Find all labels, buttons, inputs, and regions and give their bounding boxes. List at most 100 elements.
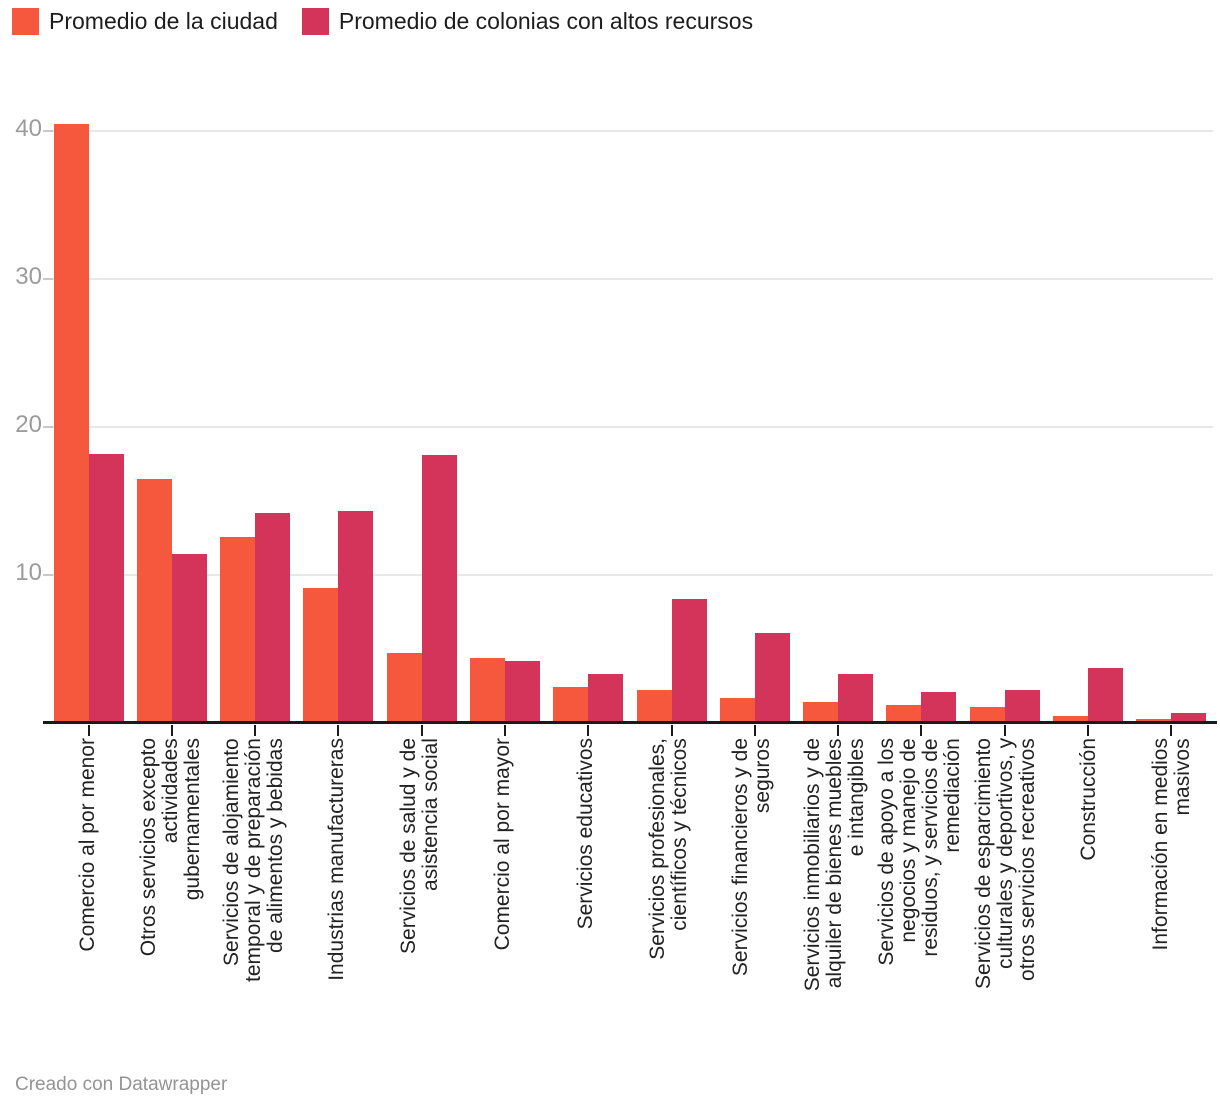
bar-group (880, 100, 963, 736)
y-axis-label: 40 (15, 115, 42, 142)
bar-city-average (220, 536, 256, 723)
bar-group (214, 100, 297, 736)
y-axis-label: 20 (15, 411, 42, 438)
x-axis-category-label: Servicios de apoyo a los negocios y mane… (875, 738, 965, 966)
x-label-cell: Servicios inmobiliarios y de alquiler de… (793, 738, 876, 1058)
bar-group (47, 100, 130, 736)
legend-item: Promedio de la ciudad (12, 8, 278, 35)
bar-high-resource-colonias (1171, 712, 1207, 723)
x-axis-category-label: Construcción (1076, 738, 1100, 861)
x-label-cell: Servicios financieros y de seguros (710, 738, 793, 1058)
bar-city-average (136, 478, 172, 723)
x-axis-category-label: Comercio al por menor (76, 738, 100, 952)
x-tick (1003, 725, 1006, 736)
bar-group (130, 100, 213, 736)
bar-group (1130, 100, 1213, 736)
bar-high-resource-colonias (338, 511, 374, 723)
bar-high-resource-colonias (588, 674, 624, 723)
x-axis-category-label: Servicios financieros y de seguros (728, 738, 774, 977)
x-axis-category-label: Industrias manufactureras (325, 738, 349, 981)
bar-city-average (386, 653, 422, 723)
x-label-cell: Información en medios masivos (1130, 738, 1213, 1058)
bar-group (297, 100, 380, 736)
bar-group (380, 100, 463, 736)
x-label-cell: Construcción (1047, 738, 1130, 1058)
x-tick (670, 725, 673, 736)
bar-city-average (1053, 715, 1089, 723)
bar-high-resource-colonias (671, 598, 707, 723)
datawrapper-credit-link[interactable]: Creado con Datawrapper (15, 1074, 228, 1095)
legend-item: Promedio de colonias con altos recursos (301, 8, 754, 35)
y-tick (43, 278, 53, 280)
x-label-cell: Servicios de salud y de asistencia socia… (379, 738, 462, 1058)
x-tick (337, 725, 340, 736)
bar-high-resource-colonias (255, 512, 291, 723)
bar-group (547, 100, 630, 736)
bar-groups (47, 100, 1213, 736)
x-tick (753, 725, 756, 736)
x-tick (587, 725, 590, 736)
x-axis-category-label: Servicios de alojamiento temporal y de p… (220, 738, 288, 982)
legend-swatch-icon (12, 8, 39, 35)
x-axis-labels: Comercio al por menor Otros servicios exc… (47, 738, 1213, 1058)
x-axis-category-label: Servicios de esparcimiento culturales y … (971, 738, 1039, 989)
bar-high-resource-colonias (754, 632, 790, 723)
bar-city-average (719, 697, 755, 723)
x-label-cell: Servicios profesionales, científicos y t… (627, 738, 710, 1058)
legend-swatch-icon (301, 8, 329, 35)
bar-group (797, 100, 880, 736)
gridline-30 (47, 278, 1213, 280)
x-label-cell: Otros servicios excepto actividades gube… (130, 738, 213, 1058)
x-tick (1087, 725, 1090, 736)
bar-group (713, 100, 796, 736)
bar-high-resource-colonias (171, 554, 207, 723)
x-axis-category-label: Comercio al por mayor (491, 738, 515, 951)
x-axis-category-label: Información en medios masivos (1148, 738, 1194, 951)
x-label-cell: Servicios de alojamiento temporal y de p… (213, 738, 296, 1058)
bar-high-resource-colonias (88, 453, 124, 723)
x-tick (420, 725, 423, 736)
x-label-cell: Comercio al por mayor (462, 738, 545, 1058)
x-axis-category-label: Otros servicios excepto actividades gube… (137, 738, 205, 957)
bar-city-average (53, 123, 89, 723)
bar-group (463, 100, 546, 736)
x-tick (87, 725, 90, 736)
x-axis-category-label: Servicios profesionales, científicos y t… (645, 738, 691, 960)
x-axis-line (43, 721, 1217, 724)
bar-high-resource-colonias (421, 455, 457, 723)
x-label-cell: Servicios educativos (545, 738, 628, 1058)
bar-city-average (803, 702, 839, 723)
bar-city-average (969, 706, 1005, 723)
bar-high-resource-colonias (1088, 668, 1124, 723)
y-tick (43, 426, 53, 428)
gridline-40 (47, 130, 1213, 132)
bar-city-average (553, 687, 589, 723)
x-tick (837, 725, 840, 736)
plot-area (43, 100, 1217, 736)
y-axis-label: 10 (15, 559, 42, 586)
bar-high-resource-colonias (838, 674, 874, 723)
bar-high-resource-colonias (505, 660, 541, 723)
legend-label: Promedio de colonias con altos recursos (338, 8, 754, 34)
gridline-10 (47, 574, 1213, 576)
bar-city-average (1136, 718, 1172, 723)
bar-high-resource-colonias (921, 691, 957, 723)
x-label-cell: Servicios de apoyo a los negocios y mane… (875, 738, 965, 1058)
legend: Promedio de la ciudad Promedio de colonia… (12, 8, 753, 35)
bar-group (630, 100, 713, 736)
x-tick (504, 725, 507, 736)
bar-city-average (470, 657, 506, 723)
x-tick (254, 725, 257, 736)
x-axis-category-label: Servicios inmobiliarios y de alquiler de… (800, 738, 868, 992)
y-tick (43, 574, 53, 576)
bar-group (1046, 100, 1129, 736)
bar-group (963, 100, 1046, 736)
bar-high-resource-colonias (1004, 690, 1040, 723)
legend-label: Promedio de la ciudad (49, 8, 278, 34)
x-axis-category-label: Servicios educativos (573, 738, 597, 930)
x-label-cell: Comercio al por menor (47, 738, 130, 1058)
y-axis-label: 30 (15, 263, 42, 290)
x-axis-category-label: Servicios de salud y de asistencia socia… (397, 738, 443, 954)
x-label-cell: Industrias manufactureras (296, 738, 379, 1058)
